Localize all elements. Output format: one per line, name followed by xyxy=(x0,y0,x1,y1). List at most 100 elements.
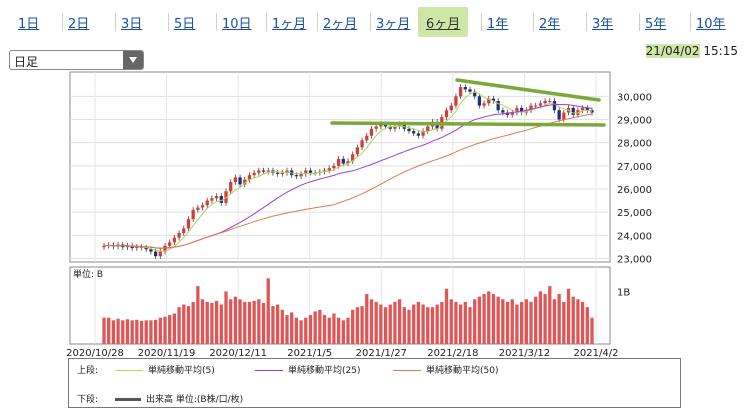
volume-bar xyxy=(261,302,266,344)
volume-bar xyxy=(397,299,402,344)
volume-bar xyxy=(257,299,261,344)
volume-bar xyxy=(510,299,514,344)
candle xyxy=(182,228,186,234)
volume-bar xyxy=(435,304,439,344)
candle xyxy=(172,237,177,243)
tab-4[interactable]: 10日 xyxy=(222,17,252,32)
volume-bar xyxy=(515,304,519,344)
volume-bar xyxy=(576,299,580,344)
volume-bar xyxy=(501,299,505,344)
tab-3[interactable]: 5日 xyxy=(174,17,196,32)
volume-bar xyxy=(186,306,191,344)
candle xyxy=(191,209,195,220)
x-tick-label: 2020/10/28 xyxy=(66,348,124,359)
volume-bar xyxy=(149,320,153,344)
volume-bar xyxy=(196,286,200,344)
volume-bar xyxy=(308,315,313,344)
volume-bar xyxy=(529,301,533,344)
tab-10[interactable]: 2年 xyxy=(539,17,561,32)
volume-bar xyxy=(543,294,547,344)
candle xyxy=(379,124,383,127)
y-tick-label: 23,000 xyxy=(617,255,652,266)
tab-12[interactable]: 5年 xyxy=(645,17,667,32)
volume-bar xyxy=(243,301,247,344)
x-tick-label: 2021/3/12 xyxy=(499,348,550,359)
volume-bar xyxy=(346,317,350,344)
tab-9[interactable]: 1年 xyxy=(487,17,509,32)
tab-separator xyxy=(115,13,116,31)
volume-bar xyxy=(144,320,148,344)
volume-y-tick-label: 1B xyxy=(617,287,630,298)
volume-bar xyxy=(299,320,303,344)
tab-6[interactable]: 2ヶ月 xyxy=(323,17,358,32)
tab-separator xyxy=(168,13,169,31)
stock-chart: 30,000 29,000 28,000 27,000 26,000 25,000 24,0… xyxy=(66,71,652,359)
period-tabs: 1日 2日 3日 5日 10日 1ヶ月 2ヶ月 3ヶ月 6ヶ月 1年 2年 3年 5年 10年 xyxy=(0,0,750,40)
tab-8[interactable]: 6ヶ月 xyxy=(426,17,461,32)
candle xyxy=(351,154,355,162)
volume-bar xyxy=(412,304,416,344)
candle xyxy=(214,195,219,199)
volume-bar xyxy=(519,301,524,344)
volume-bar xyxy=(285,315,289,344)
candle xyxy=(571,107,575,115)
volume-bar xyxy=(163,316,167,344)
volume-bar xyxy=(458,304,463,344)
volume-bar xyxy=(200,299,205,344)
volume-bar xyxy=(233,296,238,344)
volume-bar xyxy=(402,307,406,344)
candle xyxy=(308,170,313,173)
tab-5[interactable]: 1ヶ月 xyxy=(272,17,307,32)
legend-volume-label: 出来高 単位:(B株/口/枚) xyxy=(146,395,244,405)
tab-13[interactable]: 10年 xyxy=(696,17,726,32)
chevron-down-icon[interactable] xyxy=(123,51,143,69)
volume-bar xyxy=(383,307,388,344)
volume-bar xyxy=(224,291,228,344)
x-tick-label: 2021/4/2 xyxy=(574,348,619,359)
candle xyxy=(590,110,594,113)
candle xyxy=(102,245,106,248)
volume-bar xyxy=(379,304,383,344)
candle xyxy=(238,177,242,185)
candle xyxy=(247,175,252,180)
volume-bar xyxy=(562,301,566,344)
candle-period-select[interactable]: 日足 xyxy=(9,50,144,70)
volume-bar xyxy=(534,296,538,344)
resistance-trendline xyxy=(455,78,601,102)
volume-bar xyxy=(416,301,421,344)
volume-bar xyxy=(275,304,280,344)
y-tick-label: 28,000 xyxy=(617,139,652,150)
candle xyxy=(519,107,524,113)
tab-separator xyxy=(639,13,640,31)
candle xyxy=(257,170,261,173)
volume-bar xyxy=(247,301,252,344)
tab-1[interactable]: 2日 xyxy=(68,17,90,32)
volume-bar xyxy=(266,278,270,344)
tab-2[interactable]: 3日 xyxy=(121,17,143,32)
volume-bar xyxy=(374,301,378,344)
volume-bar xyxy=(468,307,472,344)
volume-bar xyxy=(351,309,355,344)
candle xyxy=(322,170,327,172)
x-tick-label: 2021/1/5 xyxy=(287,348,332,359)
tab-7[interactable]: 3ヶ月 xyxy=(376,17,411,32)
candle-period-value: 日足 xyxy=(14,55,39,69)
candle xyxy=(557,110,561,120)
y-tick-label: 26,000 xyxy=(617,185,652,196)
volume-bar xyxy=(557,294,561,344)
x-tick-label: 2020/12/11 xyxy=(209,348,267,359)
volume-bar xyxy=(585,307,589,344)
y-tick-label: 24,000 xyxy=(617,231,652,242)
y-tick-label: 25,000 xyxy=(617,208,652,219)
tab-11[interactable]: 3年 xyxy=(592,17,614,32)
candle xyxy=(463,87,467,90)
volume-bar xyxy=(205,301,209,344)
tab-0[interactable]: 1日 xyxy=(18,17,40,32)
candle xyxy=(158,251,162,257)
volume-bar xyxy=(153,319,158,344)
volume-bar xyxy=(407,309,411,344)
candle xyxy=(168,242,172,246)
volume-bar xyxy=(290,312,294,344)
timestamp: 21/04/02 15:15 xyxy=(645,44,738,58)
volume-bar xyxy=(107,317,111,344)
